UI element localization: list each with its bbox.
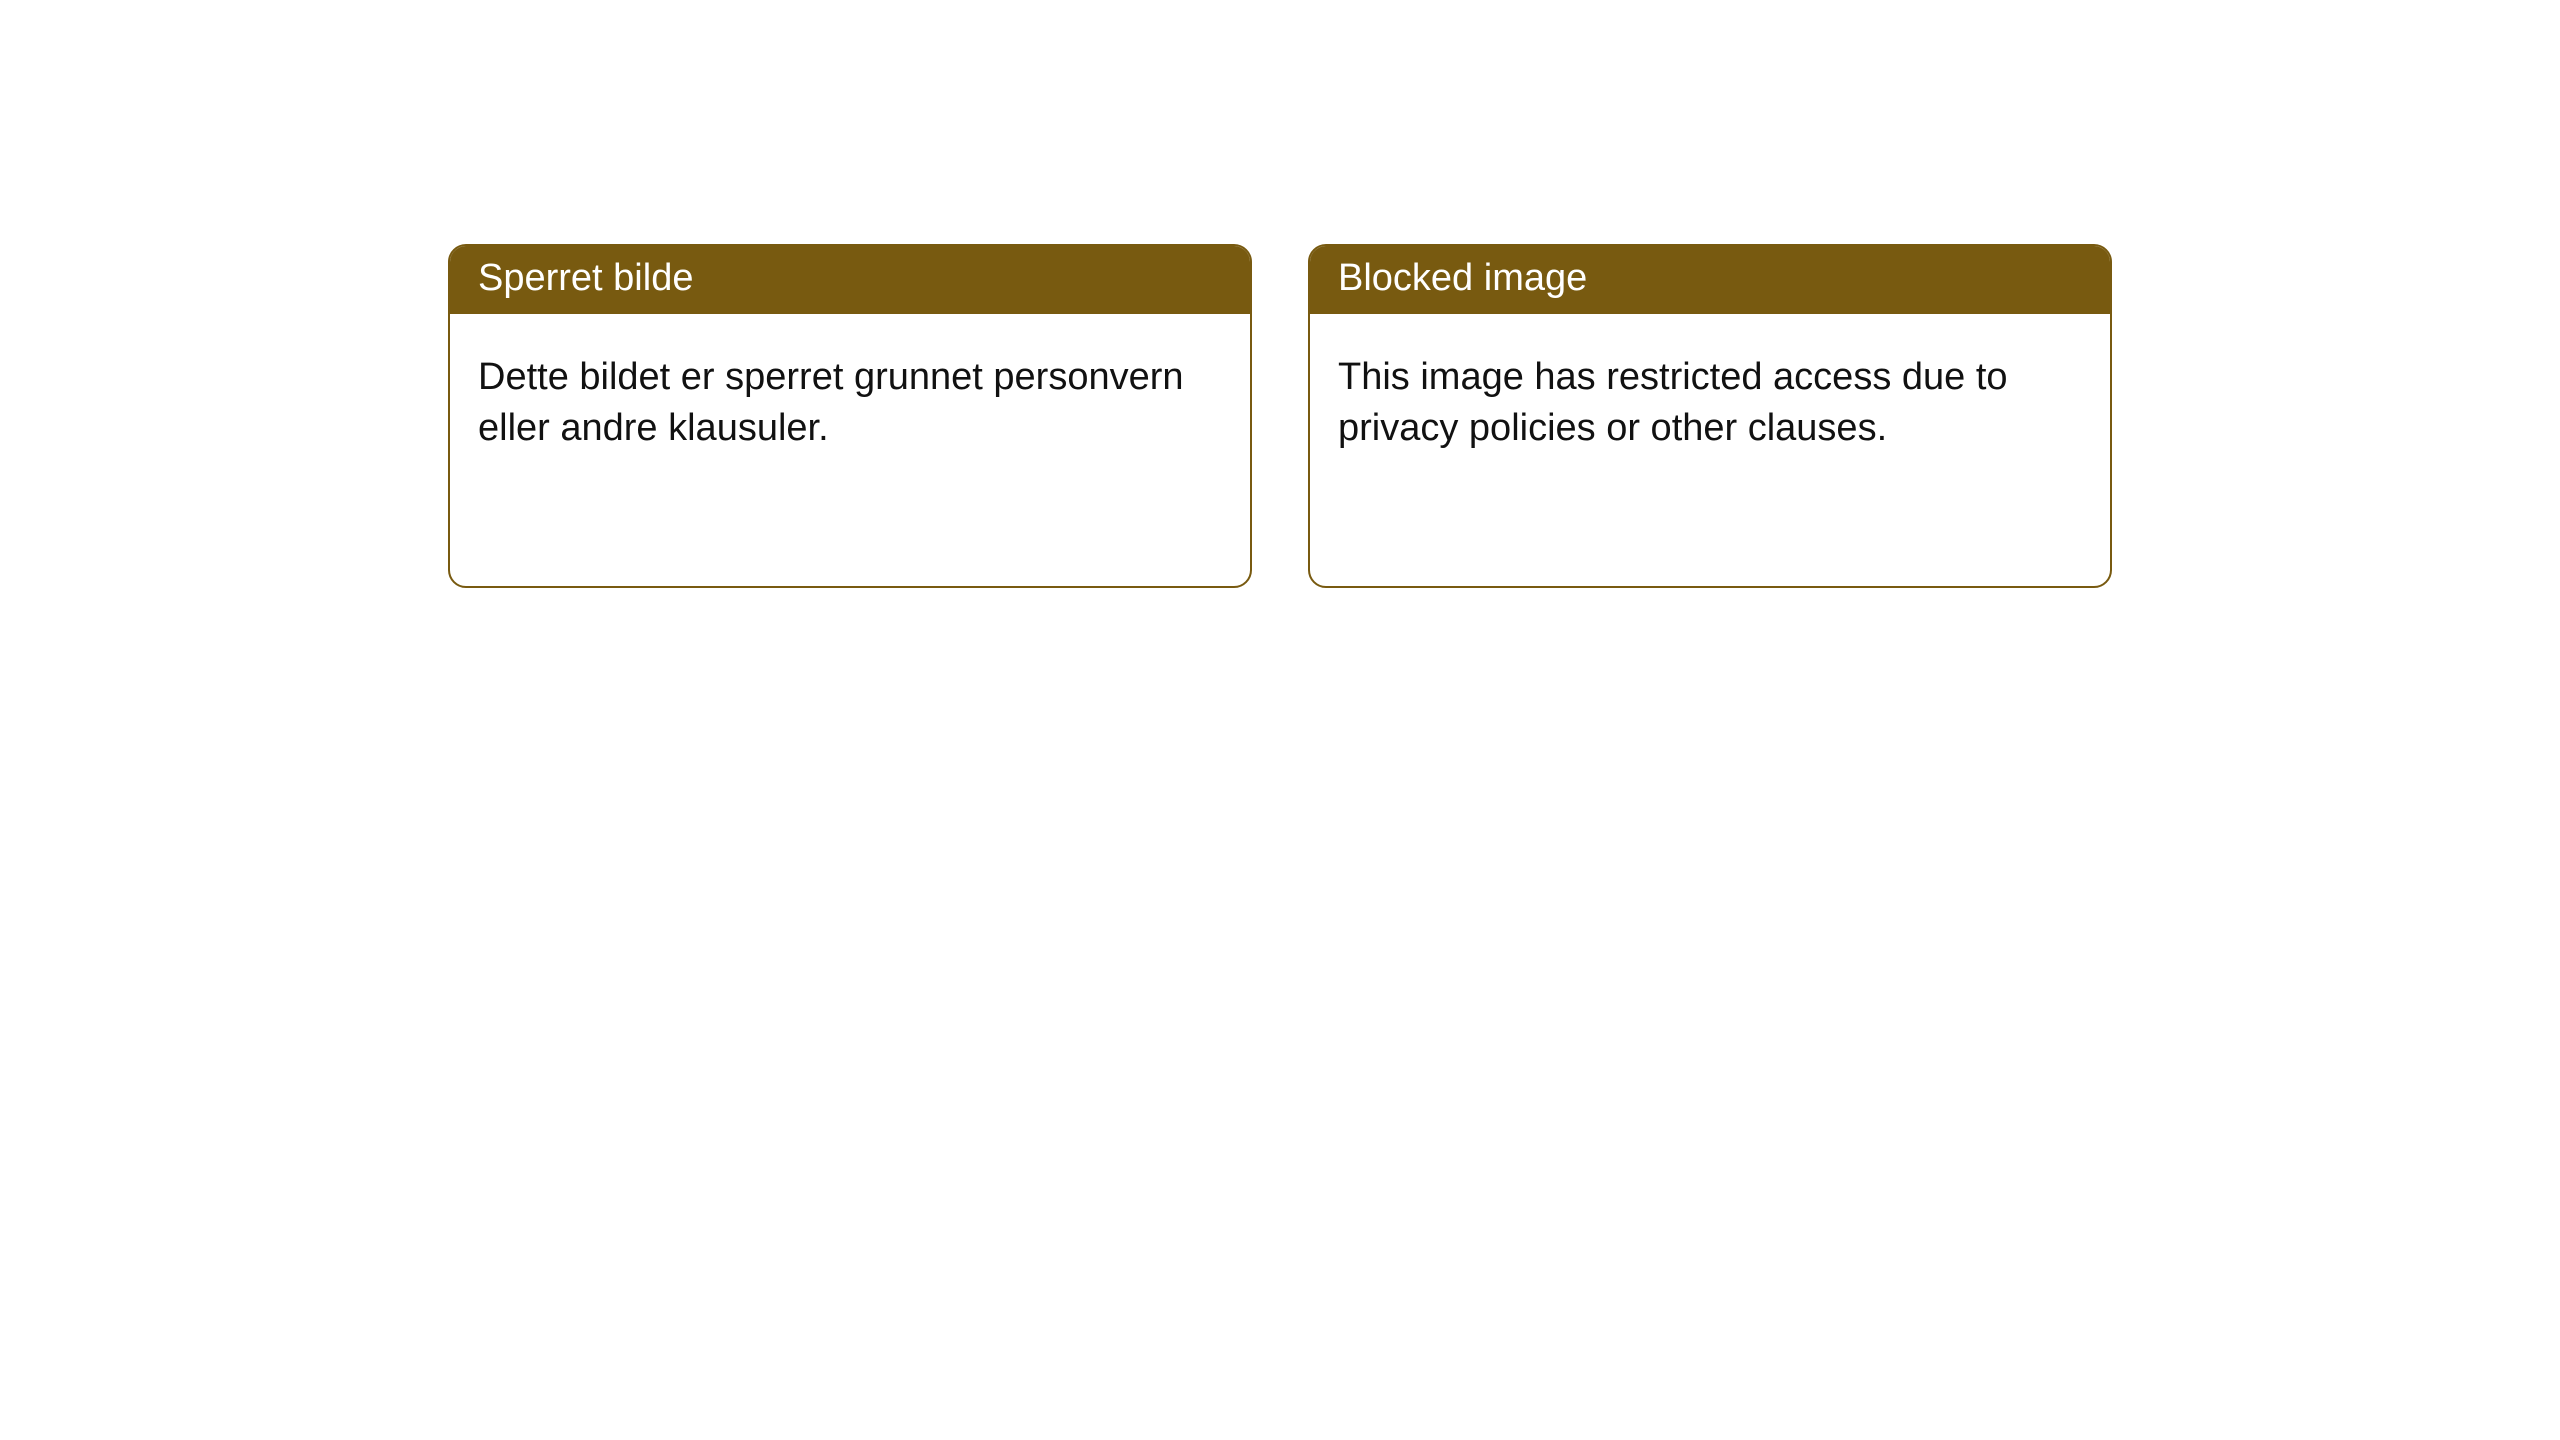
notice-card-body: Dette bildet er sperret grunnet personve… bbox=[450, 314, 1250, 586]
notice-card-title: Blocked image bbox=[1310, 246, 2110, 314]
notice-card-text: This image has restricted access due to … bbox=[1338, 352, 2082, 455]
notice-card-english: Blocked image This image has restricted … bbox=[1308, 244, 2112, 588]
notice-card-norwegian: Sperret bilde Dette bildet er sperret gr… bbox=[448, 244, 1252, 588]
notice-card-title: Sperret bilde bbox=[450, 246, 1250, 314]
notice-container: Sperret bilde Dette bildet er sperret gr… bbox=[0, 0, 2560, 588]
notice-card-body: This image has restricted access due to … bbox=[1310, 314, 2110, 586]
notice-card-text: Dette bildet er sperret grunnet personve… bbox=[478, 352, 1222, 455]
